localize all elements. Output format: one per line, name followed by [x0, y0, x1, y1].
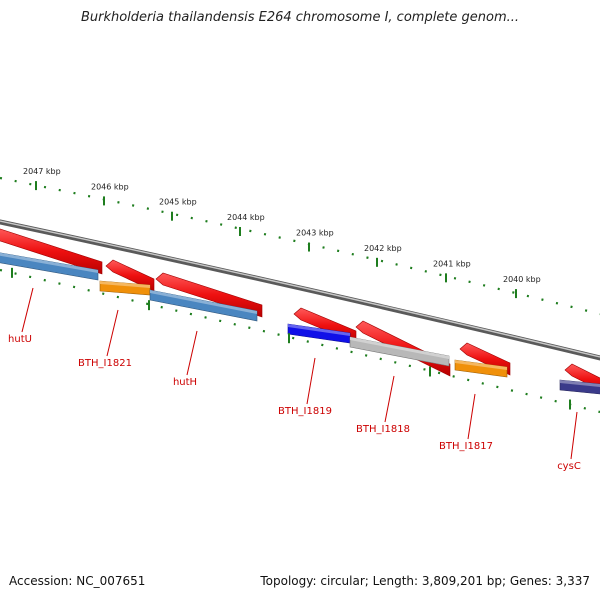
label-leader [467, 393, 476, 440]
major-ticks [35, 181, 517, 299]
reverse-gene-highlight [0, 252, 98, 273]
kbp-label: 2043 kbp [296, 229, 334, 238]
map-title: Burkholderia thailandensis E264 chromoso… [80, 10, 520, 25]
kbp-label: 2044 kbp [227, 213, 265, 222]
gene-label[interactable]: hutU [8, 334, 32, 345]
label-leader [106, 309, 119, 357]
reverse-gene-highlight [150, 290, 257, 314]
label-leader [306, 357, 316, 405]
kbp-label: 2045 kbp [159, 198, 197, 207]
gene-label[interactable]: BTH_I1819 [278, 406, 332, 417]
kbp-label: 2047 kbp [23, 167, 61, 176]
reverse-gene-highlight [288, 324, 350, 336]
label-leader [384, 375, 395, 423]
kbp-label: 2041 kbp [433, 259, 471, 268]
forward-strand-genes [0, 228, 600, 391]
kbp-label: 2040 kbp [503, 275, 541, 284]
reverse-gene-highlight [350, 337, 449, 359]
kbp-label: 2046 kbp [91, 182, 129, 191]
gene-label[interactable]: cysC [557, 461, 581, 472]
genome-summary-text: Topology: circular; Length: 3,809,201 bp… [260, 574, 590, 588]
backbone-highlight [0, 220, 600, 358]
forward-gene-arrow[interactable] [105, 259, 155, 292]
label-leader [570, 411, 578, 460]
accession-text: Accession: NC_007651 [9, 574, 146, 588]
kbp-label: 2042 kbp [364, 244, 402, 253]
reverse-gene-highlight [100, 281, 150, 288]
inner-ticks [11, 267, 571, 410]
gene-label[interactable]: BTH_I1821 [78, 358, 132, 369]
tick-labels: 2047 kbp 2046 kbp 2045 kbp 2044 kbp 2043 kbp… [23, 167, 541, 284]
forward-gene-arrow[interactable] [0, 228, 103, 275]
reverse-gene-highlight [455, 360, 507, 370]
backbone [0, 219, 600, 361]
gene-label[interactable]: hutH [173, 377, 197, 388]
label-leader [21, 287, 34, 333]
inner-tick-track [0, 268, 600, 414]
reverse-gene-highlight [560, 380, 600, 387]
label-leader [186, 330, 198, 376]
forward-gene-arrow[interactable] [155, 272, 263, 318]
reverse-strand-genes [0, 252, 600, 395]
outer-tick-track [0, 176, 600, 316]
gene-labels: hutU BTH_I1821 hutH BTH_I1819 BTH_I1818 BTH_I… [8, 287, 581, 472]
gene-label[interactable]: BTH_I1817 [439, 441, 493, 452]
gene-label[interactable]: BTH_I1818 [356, 424, 410, 435]
